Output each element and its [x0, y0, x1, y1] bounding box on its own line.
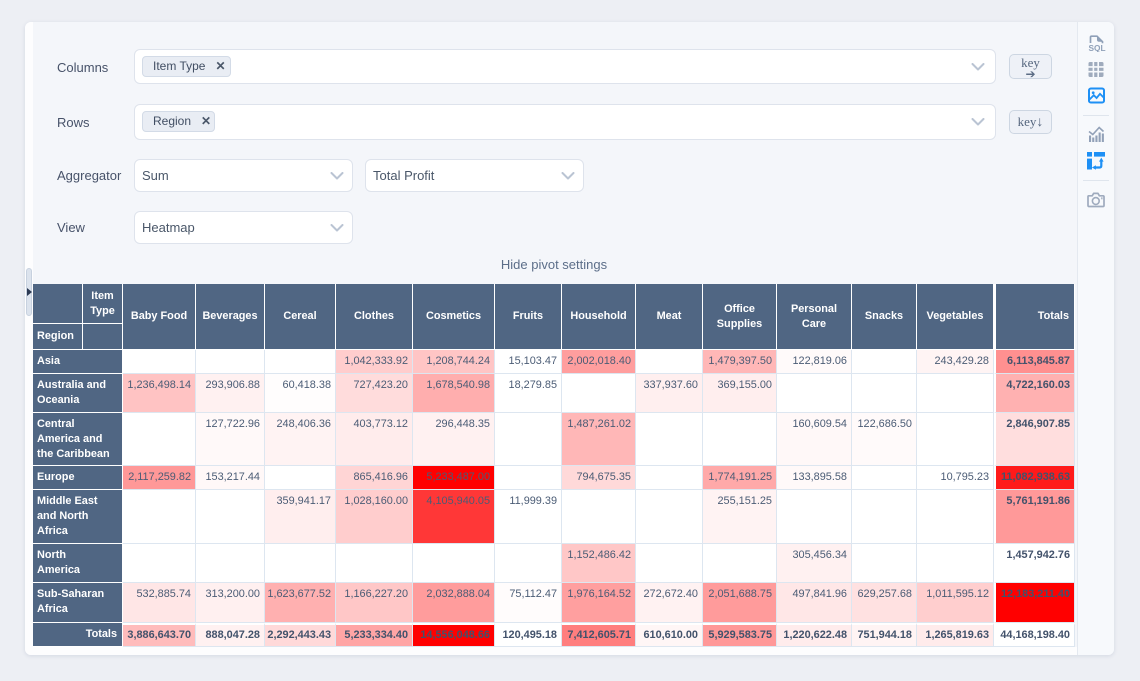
svg-text:SQL: SQL	[1088, 43, 1105, 52]
